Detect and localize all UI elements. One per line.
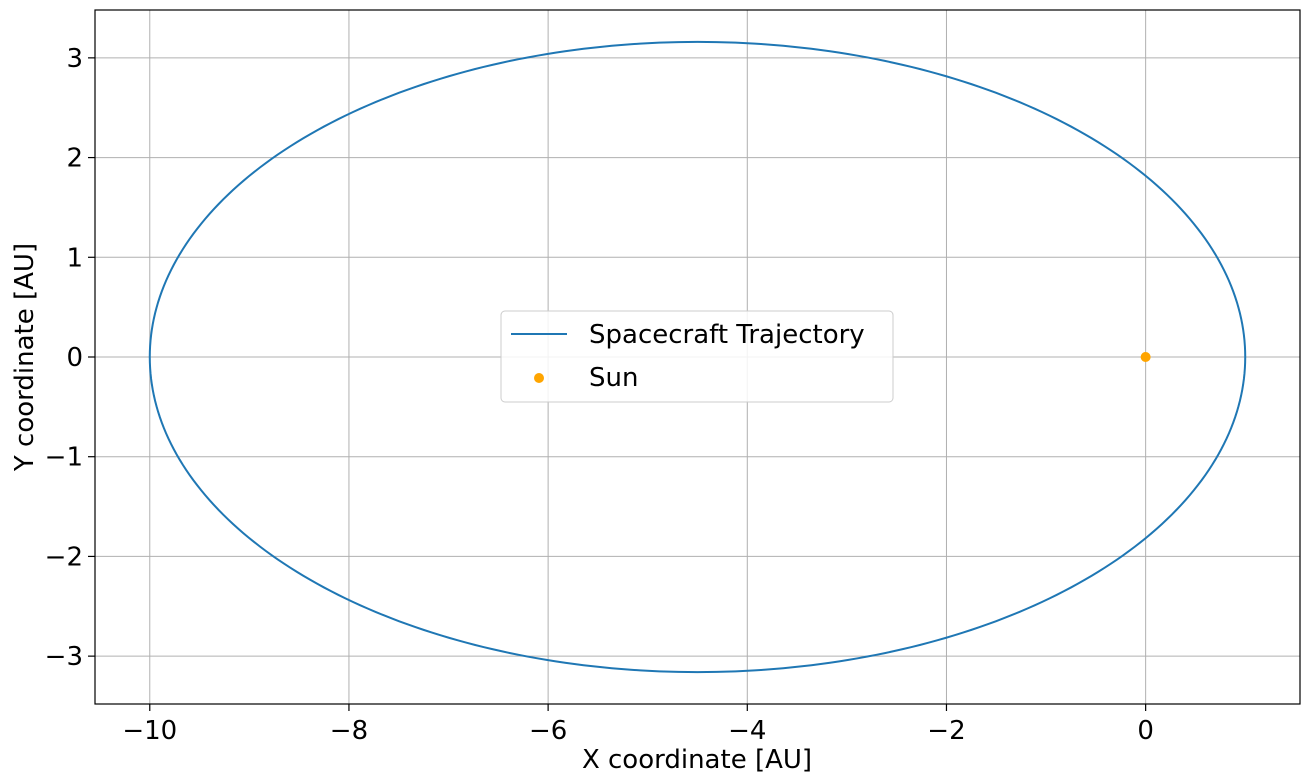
y-tick-label: −1 bbox=[45, 443, 83, 473]
legend-trajectory-label: Spacecraft Trajectory bbox=[589, 320, 865, 350]
plot-area bbox=[148, 40, 1247, 674]
y-tick-label: −3 bbox=[45, 642, 83, 672]
legend-sun-swatch bbox=[534, 373, 544, 383]
y-axis-label: Y coordinate [AU] bbox=[10, 243, 40, 472]
x-tick-label: −4 bbox=[728, 716, 766, 746]
y-tick-label: 3 bbox=[66, 44, 83, 74]
y-tick-label: 0 bbox=[66, 343, 83, 373]
y-tick-label: 2 bbox=[66, 144, 83, 174]
y-tick-label: 1 bbox=[66, 243, 83, 273]
y-tick-label: −2 bbox=[45, 542, 83, 572]
legend-sun-label: Sun bbox=[589, 363, 638, 393]
x-tick-label: −6 bbox=[529, 716, 567, 746]
x-tick-label: −2 bbox=[927, 716, 965, 746]
x-tick-label: −8 bbox=[330, 716, 368, 746]
x-tick-label: −10 bbox=[122, 716, 177, 746]
legend-box bbox=[500, 310, 894, 403]
legend: Spacecraft Trajectory Sun bbox=[500, 310, 894, 403]
x-tick-label: 0 bbox=[1137, 716, 1154, 746]
x-axis-label: X coordinate [AU] bbox=[582, 745, 812, 775]
sun-point bbox=[1140, 352, 1151, 362]
trajectory-line bbox=[148, 40, 1247, 674]
